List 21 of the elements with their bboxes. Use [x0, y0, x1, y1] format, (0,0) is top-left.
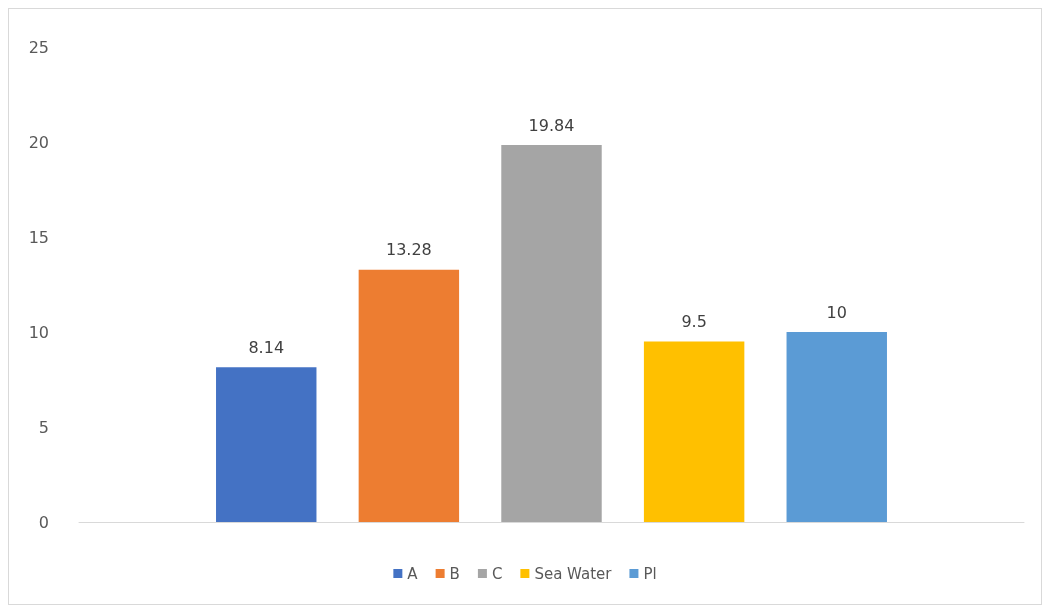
legend-label: Pl [643, 564, 657, 583]
y-tick-label: 10 [28, 322, 49, 342]
legend-label: C [491, 564, 503, 583]
y-tick-label: 25 [28, 37, 49, 57]
bar [643, 341, 745, 522]
y-tick-label: 15 [28, 227, 49, 247]
data-label: 8.14 [248, 337, 285, 357]
bar [786, 332, 887, 522]
data-label: 19.84 [528, 115, 575, 135]
y-tick-label: 0 [38, 512, 49, 532]
bar [501, 145, 602, 522]
data-label: 9.5 [681, 312, 707, 331]
y-tick-label: 5 [38, 417, 49, 437]
bar [358, 269, 460, 522]
data-label: 10 [826, 302, 847, 322]
bar [216, 367, 317, 522]
legend-label: A [407, 564, 419, 583]
data-label: 13.28 [385, 240, 432, 260]
legend-label: Sea Water [534, 564, 613, 583]
y-tick-label: 20 [28, 132, 49, 152]
legend-label: B [449, 564, 460, 583]
